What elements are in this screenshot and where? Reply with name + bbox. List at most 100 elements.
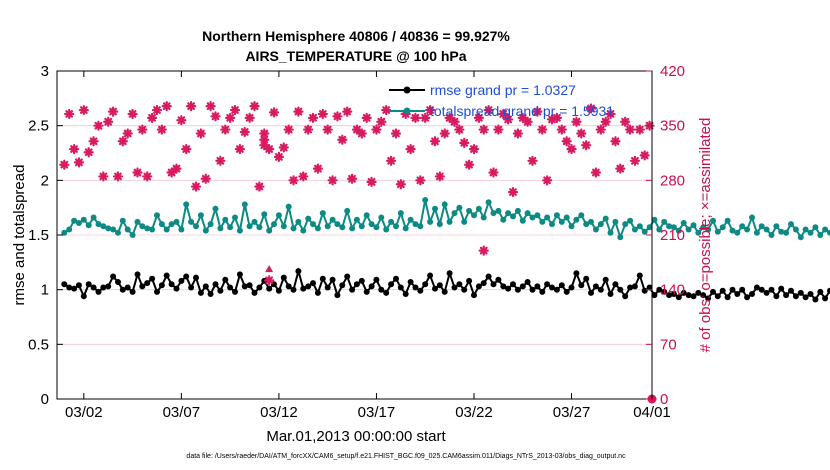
obs-marker-stroke	[479, 246, 488, 255]
obs-marker	[639, 150, 650, 161]
obs-marker-stroke	[621, 117, 630, 126]
obs-marker-stroke	[552, 113, 561, 122]
series-layer	[61, 197, 830, 303]
series-point-0	[505, 285, 512, 292]
series-point-0	[85, 281, 92, 288]
obs-marker-stroke	[357, 129, 366, 138]
obs-marker	[556, 124, 567, 135]
series-point-1	[578, 212, 585, 219]
series-point-0	[436, 282, 443, 289]
series-point-0	[485, 273, 492, 280]
obs-marker	[459, 137, 470, 148]
series-point-1	[217, 225, 224, 232]
obs-marker-stroke	[182, 145, 191, 153]
series-point-1	[119, 217, 126, 224]
obs-marker-stroke	[162, 102, 171, 111]
series-point-1	[666, 223, 673, 230]
obs-marker	[278, 142, 289, 153]
obs-marker	[346, 173, 358, 184]
obs-marker	[142, 171, 153, 182]
legend-rmse-label: rmse grand pr = 1.0327	[430, 82, 576, 98]
series-point-1	[705, 226, 712, 233]
series-point-1	[329, 216, 336, 223]
obs-marker	[117, 136, 128, 147]
obs-marker	[225, 112, 236, 123]
obs-marker-stroke	[474, 113, 483, 122]
series-point-0	[817, 288, 824, 295]
series-point-1	[373, 224, 380, 231]
obs-marker	[205, 101, 216, 112]
series-point-0	[71, 285, 78, 292]
obs-marker	[498, 108, 509, 120]
series-point-1	[495, 207, 502, 214]
series-point-1	[363, 212, 370, 219]
series-point-1	[739, 223, 746, 230]
obs-marker-stroke	[153, 106, 161, 114]
chart-title: Northern Hemisphere 40806 / 40836 = 99.9…	[202, 28, 510, 44]
series-point-1	[475, 205, 482, 212]
series-point-0	[612, 281, 619, 288]
obs-marker-stroke	[260, 129, 269, 138]
obs-marker-stroke	[528, 156, 537, 165]
series-point-1	[158, 221, 165, 228]
series-point-0	[232, 288, 238, 295]
obs-marker-stroke	[192, 182, 200, 191]
obs-marker-stroke	[431, 137, 439, 146]
series-point-0	[719, 287, 726, 294]
obs-marker-stroke	[455, 125, 464, 134]
y-tick-label-right: 0	[660, 391, 668, 408]
series-point-0	[95, 288, 102, 295]
obs-marker	[322, 124, 333, 135]
series-point-1	[236, 227, 243, 234]
obs-marker	[385, 155, 397, 166]
series-point-1	[758, 223, 765, 230]
series-point-0	[573, 270, 580, 277]
series-point-1	[695, 229, 702, 236]
obs-marker-stroke	[421, 113, 430, 122]
series-point-0	[646, 284, 653, 291]
series-point-1	[110, 226, 117, 233]
series-point-1	[685, 226, 692, 233]
obs-marker	[615, 163, 626, 174]
series-point-0	[358, 277, 365, 284]
obs-marker	[424, 104, 436, 116]
obs-marker-stroke	[123, 129, 132, 138]
obs-marker-stroke	[109, 107, 117, 116]
series-point-0	[432, 285, 438, 292]
series-point-0	[236, 271, 243, 278]
legend: rmse grand pr = 1.0327 totalspread grand…	[389, 82, 614, 119]
series-point-1	[558, 218, 565, 225]
series-point-1	[763, 226, 770, 233]
obs-marker-stroke	[79, 106, 88, 114]
x-tick-label: 03/22	[455, 404, 493, 421]
obs-marker-stroke	[65, 110, 74, 118]
obs-marker	[356, 128, 367, 139]
obs-marker	[259, 140, 270, 151]
obs-marker-stroke	[387, 156, 395, 165]
series-point-0	[314, 289, 321, 296]
series-point-0	[670, 291, 677, 297]
obs-marker	[507, 186, 519, 198]
obs-marker	[571, 116, 582, 127]
obs-marker-stroke	[226, 113, 235, 122]
obs-marker	[415, 175, 426, 186]
series-point-0	[734, 291, 741, 297]
series-point-1	[407, 216, 414, 223]
series-point-1	[427, 218, 434, 225]
obs-marker-stroke	[187, 102, 196, 111]
series-point-1	[436, 221, 443, 228]
obs-marker-stroke	[426, 106, 434, 114]
obs-marker	[229, 104, 241, 116]
series-point-0	[822, 295, 829, 302]
obs-marker	[405, 143, 416, 155]
obs-marker	[566, 143, 577, 155]
series-point-1	[456, 204, 463, 211]
obs-marker	[332, 111, 343, 122]
obs-marker-stroke	[235, 145, 244, 153]
series-point-0	[690, 293, 697, 300]
obs-marker	[473, 112, 484, 123]
obs-marker-stroke	[406, 145, 415, 153]
series-point-0	[393, 275, 399, 282]
obs-marker-stroke	[592, 168, 600, 177]
series-point-1	[744, 226, 751, 233]
